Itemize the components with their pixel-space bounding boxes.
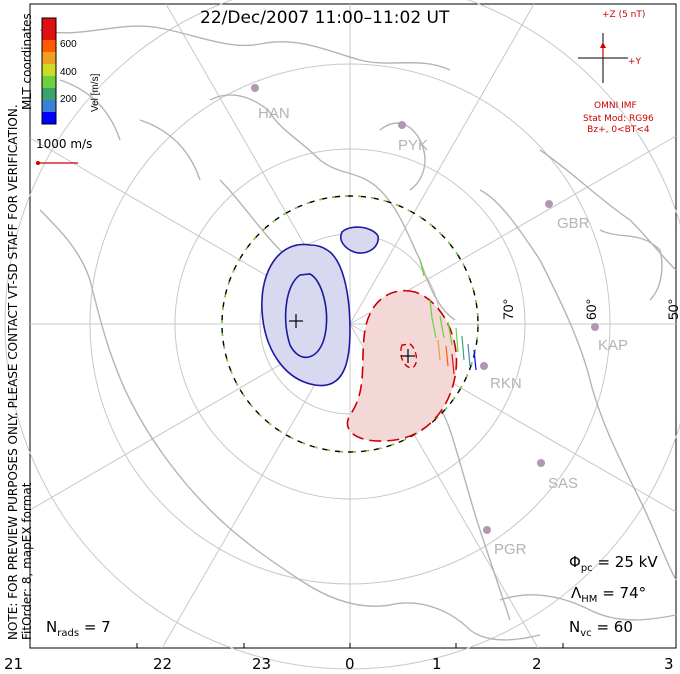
colorbar-tick-400: 400 (60, 67, 77, 78)
stat-mod-model: Stat Mod: RG96 (583, 114, 654, 124)
station-label-pgr: PGR (494, 541, 527, 558)
station-label-gbr: GBR (557, 215, 590, 232)
coastlines (39, 25, 677, 641)
station-label-kap: KAP (598, 337, 628, 354)
station-marker-pyk (398, 121, 406, 129)
station-marker-sas (537, 459, 545, 467)
station-label-han: HAN (258, 105, 290, 122)
colorbar-swatch (42, 40, 56, 52)
nrads-stat: Nrads = 7 (46, 618, 111, 639)
phi-symbol: Φ (569, 553, 581, 571)
dusk-cell-outer (261, 243, 351, 387)
station-label-rkn: RKN (490, 375, 522, 392)
colorbar-tick-200: 200 (60, 94, 77, 105)
dusk-small-cell (339, 226, 379, 254)
mlt-tick-3: 3 (664, 655, 674, 673)
colorbar-swatch (42, 100, 56, 112)
phi-subscript: pc (580, 563, 593, 574)
hm-boundary-vectors (221, 195, 479, 453)
station-marker-han (251, 84, 259, 92)
preview-note: NOTE: FOR PREVIEW PURPOSES ONLY. PLEASE … (6, 70, 34, 640)
nvc-stat: Nvc = 60 (569, 618, 633, 639)
mlt-tick-1: 1 (432, 655, 442, 673)
dawn-cell-center-icon (401, 349, 415, 363)
lambda-value: = 74° (602, 584, 647, 602)
imf-vector-arrowhead (600, 42, 606, 48)
phi-value: = 25 kV (597, 553, 658, 571)
fit-order-line: FitOrder: 8, mapEX format (20, 482, 34, 640)
nrads-value: = 7 (83, 618, 111, 636)
nvc-value: = 60 (596, 618, 633, 636)
mlt-tick-22: 22 (153, 655, 173, 673)
plot-frame (29, 3, 677, 649)
nvc-symbol: N (569, 618, 581, 636)
imf-z-label: +Z (5 nT) (602, 10, 646, 20)
map-title: 22/Dec/2007 11:00–11:02 UT (200, 8, 450, 28)
velocity-scale-label: 1000 m/s (36, 137, 93, 151)
station-label-pyk: PYK (398, 137, 428, 154)
colorbar-swatch (42, 18, 56, 40)
mlt-tick-0: 0 (345, 655, 355, 673)
lambda-hm-stat: ΛHM = 74° (571, 584, 646, 605)
lat-label-60: 60° (583, 299, 599, 320)
nvc-subscript: vc (580, 628, 592, 639)
velocity-vectors (419, 259, 477, 375)
phi-pc-stat: Φpc = 25 kV (569, 553, 658, 574)
station-marker-rkn (480, 362, 488, 370)
imf-y-label: +Y (628, 57, 642, 67)
mlt-tick-2: 2 (532, 655, 542, 673)
lambda-symbol: Λ (571, 584, 582, 602)
lat-label-50: 50° (665, 299, 680, 320)
nrads-subscript: rads (57, 628, 80, 639)
station-label-sas: SAS (548, 475, 578, 492)
velocity-colorbar (41, 17, 57, 125)
imf-source: OMNI IMF (594, 101, 637, 111)
colorbar-swatch (42, 52, 56, 64)
coordinate-system-label: MLT coordinates (20, 13, 34, 110)
nrads-symbol: N (46, 618, 58, 636)
imf-stat-mod: Stat Mod: RG96 Bz+, 0<BT<4 (583, 114, 654, 136)
dusk-cell-inner (284, 273, 328, 359)
mlt-meridians (29, 3, 677, 649)
colorbar-tick-600: 600 (60, 39, 77, 50)
dusk-cell-center-icon (289, 314, 303, 328)
station-marker-kap (591, 323, 599, 331)
colorbar-swatch (42, 112, 56, 124)
dawn-cell-inner (400, 343, 418, 369)
colorbar-swatch (42, 76, 56, 88)
dawn-cell-outer (346, 289, 458, 442)
lat-circle-50 (4, 0, 680, 670)
mlt-tick-21: 21 (4, 655, 24, 673)
station-marker-gbr (545, 200, 553, 208)
lat-label-70: 70° (500, 299, 516, 320)
colorbar-swatch (42, 64, 56, 76)
mlt-axis (29, 643, 677, 648)
mlt-tick-23: 23 (252, 655, 272, 673)
stat-mod-condition: Bz+, 0<BT<4 (587, 125, 650, 135)
lambda-subscript: HM (581, 594, 598, 605)
station-markers (251, 84, 599, 534)
station-marker-pgr (483, 526, 491, 534)
preview-note-line: NOTE: FOR PREVIEW PURPOSES ONLY. PLEASE … (6, 104, 20, 640)
colorbar-swatch (42, 88, 56, 100)
colorbar-label: Vel [m/s] (90, 73, 101, 112)
